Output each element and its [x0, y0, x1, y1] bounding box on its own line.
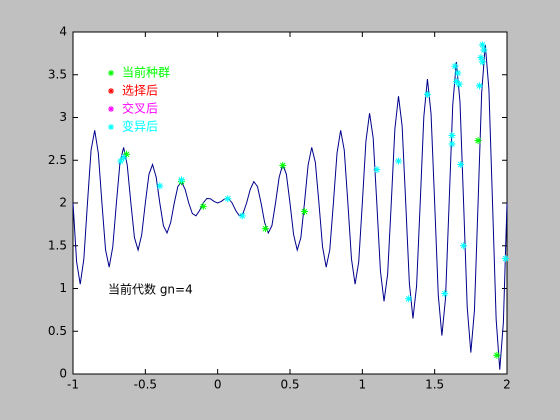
y-tick-label: 2	[59, 196, 67, 210]
legend-label: 交叉后	[122, 101, 158, 116]
point	[423, 90, 431, 98]
point	[454, 69, 462, 77]
point	[261, 225, 269, 233]
annotation: 当前代数 gn=4	[108, 282, 193, 297]
y-tick-label: 0	[59, 367, 67, 381]
point	[493, 351, 501, 359]
point	[457, 161, 465, 169]
legend-label: 变异后	[122, 119, 158, 134]
y-tick-label: 4	[59, 25, 67, 39]
y-tick-label: 3.5	[48, 67, 67, 81]
point	[441, 290, 449, 298]
y-tick-label: 1	[59, 281, 67, 295]
legend-marker	[108, 124, 114, 130]
point	[452, 78, 460, 86]
point	[178, 176, 185, 184]
point	[395, 157, 402, 165]
y-tick-label: 3	[59, 110, 67, 124]
x-tick-label: 1	[359, 378, 367, 392]
legend-marker	[108, 70, 114, 76]
legend-marker	[108, 106, 114, 112]
point	[120, 154, 128, 162]
point	[451, 62, 459, 70]
point	[117, 157, 125, 165]
x-tick-label: -1	[67, 378, 79, 392]
y-tick-label: 2.5	[48, 153, 67, 167]
point	[455, 80, 463, 88]
point	[156, 182, 164, 190]
legend-marker	[108, 88, 114, 94]
point	[477, 54, 485, 62]
point	[502, 255, 510, 263]
x-tick-label: 1.5	[425, 378, 444, 392]
point	[448, 131, 456, 139]
point	[405, 295, 413, 303]
point	[478, 58, 486, 66]
point	[448, 140, 456, 148]
x-tick-label: 0	[214, 378, 222, 392]
x-tick-label: -0.5	[134, 378, 157, 392]
point	[279, 161, 287, 169]
point	[474, 137, 482, 145]
x-tick-label: 2	[503, 378, 511, 392]
y-tick-label: 0.5	[48, 324, 67, 338]
curve	[72, 44, 508, 370]
x-tick-label: 0.5	[280, 378, 299, 392]
point	[199, 202, 207, 210]
point	[238, 212, 246, 220]
legend-label: 选择后	[122, 84, 158, 98]
point	[224, 195, 232, 203]
point	[123, 150, 131, 158]
point	[478, 41, 486, 49]
point	[460, 242, 468, 250]
y-tick-label: 1.5	[48, 238, 67, 252]
point	[476, 82, 484, 90]
legend-label: 当前种群	[122, 65, 170, 80]
point	[300, 208, 308, 216]
point	[480, 46, 488, 54]
point	[373, 166, 381, 174]
